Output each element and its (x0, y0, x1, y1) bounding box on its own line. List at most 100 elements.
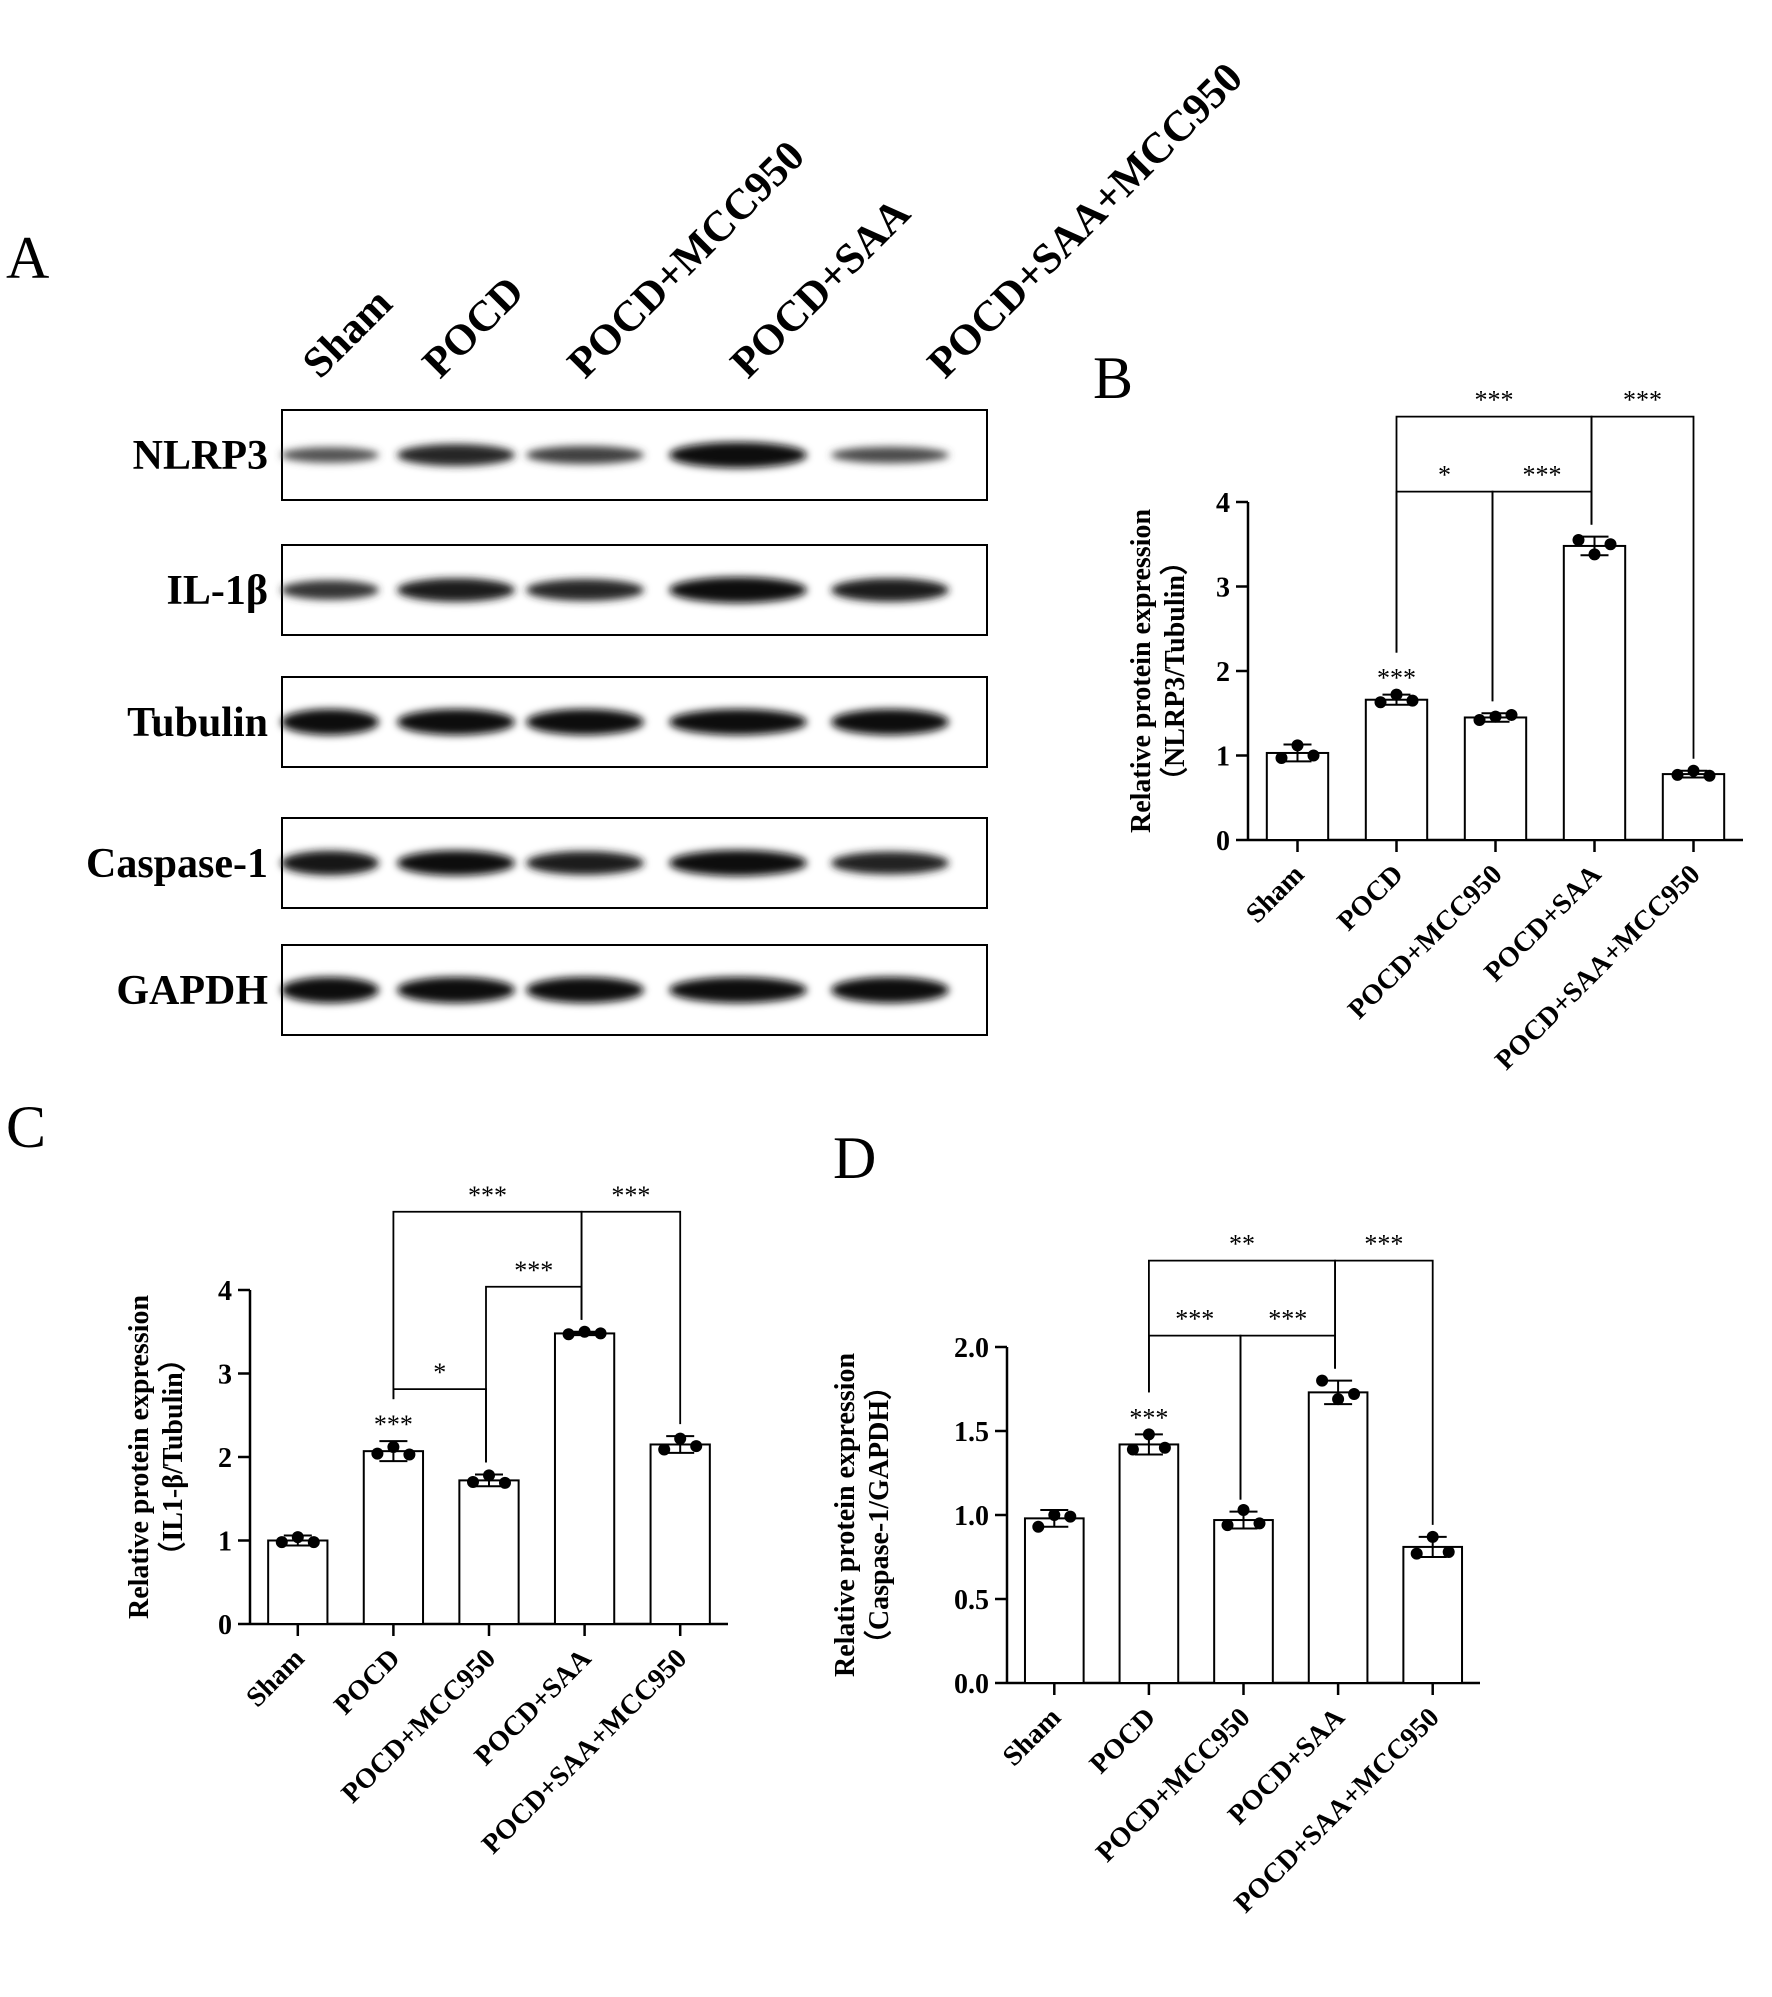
panel-label-a: A (6, 225, 49, 291)
data-point (1374, 696, 1387, 709)
blot-band (281, 709, 379, 735)
y-tick-label: 0.0 (954, 1669, 989, 1700)
data-point (1410, 1547, 1423, 1560)
data-point (1126, 1443, 1139, 1456)
significance-bracket (1395, 415, 1593, 653)
panel-label-d: D (833, 1125, 876, 1191)
data-point (1588, 548, 1601, 561)
blot-band (831, 977, 949, 1003)
data-point (1604, 538, 1617, 551)
data-point (1505, 708, 1518, 721)
bar (1463, 716, 1528, 841)
significance-bracket (1590, 415, 1695, 759)
significance-label: *** (1623, 386, 1662, 415)
category-label: POCD (328, 1643, 406, 1721)
data-point (1275, 752, 1288, 765)
y-tick-label: 1.0 (954, 1501, 989, 1532)
y-tick-label: 2 (218, 1443, 232, 1474)
protein-label: GAPDH (116, 968, 268, 1014)
blot-band (526, 709, 644, 735)
blot-band (831, 446, 949, 464)
blot-band (526, 977, 644, 1003)
protein-label: IL-1β (167, 568, 268, 614)
data-point (1316, 1374, 1329, 1387)
significance-label: ** (1229, 1230, 1255, 1259)
significance-bracket (392, 1210, 583, 1400)
blot-band (397, 444, 515, 466)
data-point (1426, 1530, 1439, 1543)
chart-nlrp3: 0 1 2 3 4 Relative protein expression （NLRP3/T… (1126, 386, 1743, 1076)
blot-band (281, 977, 379, 1003)
blot-band (526, 579, 644, 601)
data-point (1348, 1388, 1361, 1401)
blot-band (281, 850, 379, 876)
significance-label: *** (514, 1256, 553, 1285)
data-point (1406, 694, 1419, 707)
protein-label: Caspase-1 (86, 841, 268, 887)
data-point (658, 1443, 671, 1456)
bar (1402, 1545, 1464, 1685)
y-tick-label: 1 (218, 1527, 232, 1558)
category-label: POCD+SAA+MCC950 (1489, 859, 1706, 1076)
y-axis-label: Relative protein expression (124, 1295, 155, 1619)
y-axis-label: Relative protein expression (830, 1353, 861, 1677)
y-tick-label: 2.0 (954, 1333, 989, 1364)
data-point (1390, 688, 1403, 701)
data-point (403, 1448, 416, 1461)
category-label: Sham (1240, 859, 1310, 929)
blot-band (526, 851, 644, 875)
data-point (1473, 714, 1486, 727)
significance-label: *** (1377, 664, 1416, 693)
y-tick-label: 4 (1216, 488, 1230, 519)
lane-label: POCD (414, 268, 533, 387)
data-point (371, 1447, 384, 1460)
bar (1023, 1517, 1085, 1684)
protein-label: NLRP3 (133, 433, 268, 479)
bar (1213, 1519, 1274, 1685)
data-point (1237, 1503, 1250, 1516)
blot-band (397, 709, 515, 735)
bar (1307, 1391, 1369, 1684)
data-point (499, 1476, 511, 1489)
y-tick-label: 0.5 (954, 1585, 989, 1616)
chart-il1b: 0 1 2 3 4 Relative protein expression （IL1-β/T… (124, 1181, 728, 1860)
data-point (1158, 1441, 1171, 1454)
data-point (1687, 764, 1700, 777)
significance-label: * (1438, 461, 1451, 490)
significance-label: *** (1175, 1305, 1214, 1334)
protein-label: Tubulin (127, 700, 268, 746)
data-point (291, 1531, 304, 1544)
blot-band (526, 446, 644, 464)
blot-band (281, 447, 379, 463)
blot-band (669, 442, 807, 468)
chart-caspase1: 0.0 0.5 1.0 1.5 2.0 Relative protein expressi… (830, 1230, 1480, 1919)
bar (1562, 544, 1627, 841)
data-point (674, 1432, 687, 1445)
data-point (690, 1440, 703, 1453)
y-axis-label: （NLRP3/Tubulin） (1158, 547, 1191, 795)
blot-rows: NLRP3 IL-1β Tubulin Caspase-1 GAPDH (86, 409, 988, 1036)
panel-label-b: B (1093, 345, 1133, 411)
data-point (1253, 1517, 1266, 1530)
y-axis-label: （IL1-β/Tubulin） (156, 1344, 189, 1569)
significance-label: *** (1129, 1403, 1168, 1432)
bar (458, 1479, 520, 1625)
category-label: POCD (1084, 1702, 1162, 1780)
data-point (1032, 1520, 1045, 1533)
lane-label: Sham (294, 279, 402, 387)
significance-label: * (433, 1358, 446, 1387)
data-point (562, 1328, 575, 1341)
data-point (467, 1476, 479, 1489)
data-point (1221, 1519, 1234, 1532)
y-axis-label: Relative protein expression (1126, 509, 1157, 833)
western-blot: Sham POCD POCD+MCC950 POCD+SAA POCD+SAA+… (86, 54, 1252, 1036)
lane-label: POCD+SAA+MCC950 (919, 54, 1252, 387)
significance-label: *** (374, 1410, 413, 1439)
y-tick-label: 0 (1216, 826, 1230, 857)
data-point (1442, 1545, 1455, 1558)
category-label: Sham (997, 1702, 1067, 1772)
blot-band (397, 850, 515, 876)
significance-label: *** (1364, 1230, 1403, 1259)
bar (1118, 1443, 1180, 1684)
